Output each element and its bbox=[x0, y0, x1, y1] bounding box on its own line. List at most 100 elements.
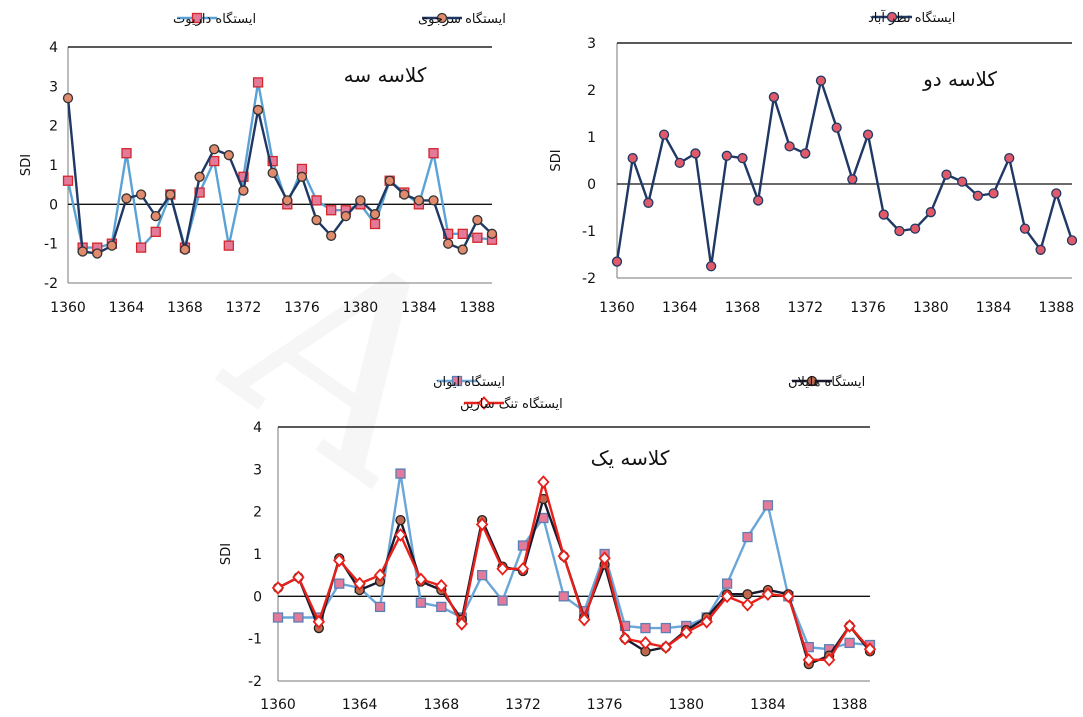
data-point bbox=[721, 578, 733, 589]
x-tick-label: 1360 bbox=[260, 697, 296, 713]
data-point bbox=[988, 188, 999, 199]
data-point bbox=[267, 167, 278, 179]
data-point bbox=[674, 157, 685, 169]
data-point bbox=[639, 636, 652, 650]
series-1 bbox=[272, 468, 876, 655]
data-point bbox=[150, 226, 161, 238]
data-point bbox=[373, 568, 387, 583]
data-point bbox=[194, 171, 205, 182]
data-point bbox=[784, 141, 795, 152]
data-point bbox=[680, 625, 693, 640]
data-point bbox=[862, 129, 874, 140]
chart-panel-1: -2 -1 0 1 2 3 4 1360 1364 1368 1372 1376 1380 1384 138… bbox=[19, 11, 506, 316]
data-point bbox=[395, 468, 406, 479]
data-point bbox=[77, 246, 88, 257]
data-point bbox=[455, 617, 468, 631]
data-point bbox=[106, 240, 118, 251]
data-point bbox=[538, 512, 549, 524]
y-tick-label: 3 bbox=[49, 79, 58, 95]
data-point bbox=[1004, 152, 1015, 164]
data-point bbox=[436, 601, 447, 613]
y-tick-label: 3 bbox=[253, 462, 262, 478]
data-point bbox=[957, 176, 968, 187]
legend-marker bbox=[886, 11, 898, 23]
data-point bbox=[384, 175, 395, 186]
data-point bbox=[941, 169, 952, 180]
data-point bbox=[705, 261, 717, 272]
x-tick-label: 1388 bbox=[1038, 300, 1074, 316]
data-point bbox=[577, 612, 591, 627]
y-tick-label: 2 bbox=[253, 505, 262, 521]
data-point bbox=[92, 248, 103, 259]
chart-panel-2: -2 -1 0 1 2 3 1360 1364 1368 1372 1376 1380 1384 1388… bbox=[549, 9, 1078, 316]
data-point bbox=[741, 597, 754, 612]
data-point bbox=[768, 91, 780, 103]
data-point bbox=[293, 612, 304, 623]
series-line bbox=[277, 480, 871, 662]
series-1 bbox=[611, 75, 1078, 272]
data-point bbox=[598, 551, 611, 566]
data-point bbox=[311, 214, 322, 226]
x-tick-label: 1388 bbox=[460, 300, 496, 316]
data-point bbox=[831, 122, 842, 133]
data-point bbox=[643, 197, 654, 208]
series-line bbox=[615, 79, 1074, 268]
data-point bbox=[267, 155, 278, 167]
data-point bbox=[782, 589, 795, 604]
series-line bbox=[66, 98, 493, 255]
y-tick-label: 0 bbox=[587, 177, 596, 193]
data-point bbox=[340, 210, 351, 222]
y-tick-label: -1 bbox=[248, 632, 262, 648]
data-point bbox=[472, 214, 483, 226]
data-point bbox=[394, 528, 407, 542]
chart-title: کلاسه سه bbox=[344, 63, 427, 87]
data-point bbox=[800, 148, 811, 159]
data-point bbox=[209, 155, 220, 167]
data-point bbox=[720, 589, 734, 604]
data-point bbox=[909, 223, 921, 234]
x-tick-label: 1372 bbox=[787, 300, 823, 316]
y-tick-label: 3 bbox=[587, 36, 596, 52]
data-point bbox=[62, 175, 74, 186]
data-point bbox=[802, 652, 815, 667]
data-point bbox=[863, 642, 877, 657]
chart-title: کلاسه دو bbox=[922, 67, 997, 91]
data-point bbox=[165, 189, 176, 200]
data-point bbox=[925, 207, 936, 218]
data-point bbox=[326, 205, 337, 216]
data-point bbox=[1066, 235, 1078, 246]
data-point bbox=[844, 637, 855, 649]
data-point bbox=[428, 195, 439, 206]
data-point bbox=[121, 148, 132, 159]
chart-panel-3: -2 -1 0 1 2 3 4 1360 1364 1368 1372 1376 1380 1384 138… bbox=[219, 374, 877, 713]
y-tick-label: 2 bbox=[49, 119, 58, 135]
data-point bbox=[640, 622, 651, 634]
x-tick-label: 1372 bbox=[505, 697, 541, 713]
legend-label: ایستگاه سرجوی bbox=[418, 11, 506, 27]
data-point bbox=[252, 104, 264, 116]
data-point bbox=[878, 209, 889, 220]
y-tick-label: 0 bbox=[253, 589, 262, 605]
data-point bbox=[1019, 223, 1031, 234]
x-tick-label: 1384 bbox=[750, 697, 786, 713]
x-tick-label: 1376 bbox=[587, 697, 623, 713]
x-tick-label: 1372 bbox=[226, 300, 262, 316]
y-axis-label: SDI bbox=[549, 149, 564, 171]
legend-marker bbox=[806, 375, 818, 387]
y-axis-label: SDI bbox=[19, 154, 34, 176]
data-point bbox=[659, 640, 673, 654]
y-tick-label: -1 bbox=[44, 237, 58, 253]
legend-label: ایستگاه ایوان bbox=[433, 374, 505, 390]
data-point bbox=[476, 570, 488, 581]
data-point bbox=[497, 595, 508, 606]
data-point bbox=[822, 652, 836, 667]
legend-marker bbox=[436, 12, 448, 24]
data-point bbox=[537, 475, 550, 489]
x-tick-label: 1388 bbox=[832, 697, 868, 713]
data-point bbox=[369, 209, 381, 220]
data-point bbox=[761, 587, 775, 602]
data-point bbox=[847, 174, 858, 185]
data-point bbox=[658, 129, 670, 140]
data-point bbox=[815, 75, 827, 86]
data-point bbox=[121, 193, 132, 204]
